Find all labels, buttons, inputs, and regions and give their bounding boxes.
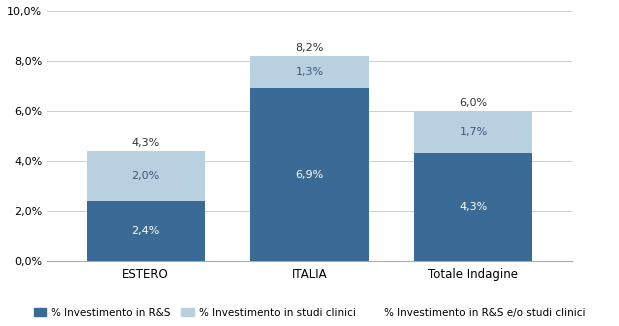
Text: 6,9%: 6,9%	[295, 170, 324, 180]
Text: 2,0%: 2,0%	[131, 171, 160, 181]
Text: 6,0%: 6,0%	[459, 98, 488, 108]
Text: 8,2%: 8,2%	[295, 43, 324, 53]
Bar	[415, 153, 532, 261]
Bar	[87, 151, 204, 201]
Bar	[415, 111, 532, 153]
Text: 1,3%: 1,3%	[295, 67, 324, 77]
Bar	[251, 56, 368, 88]
Text: 2,4%: 2,4%	[131, 226, 160, 236]
Text: 4,3%: 4,3%	[459, 202, 488, 212]
Bar	[251, 88, 368, 261]
Legend: % Investimento in R&S, % Investimento in studi clinici, % Investimento in R&S e/: % Investimento in R&S, % Investimento in…	[30, 304, 589, 322]
Text: 1,7%: 1,7%	[459, 127, 488, 137]
Text: 4,3%: 4,3%	[131, 138, 160, 148]
Bar	[87, 201, 204, 261]
